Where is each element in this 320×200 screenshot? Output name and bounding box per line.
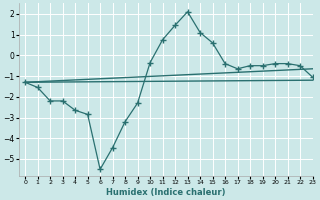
- X-axis label: Humidex (Indice chaleur): Humidex (Indice chaleur): [106, 188, 226, 197]
